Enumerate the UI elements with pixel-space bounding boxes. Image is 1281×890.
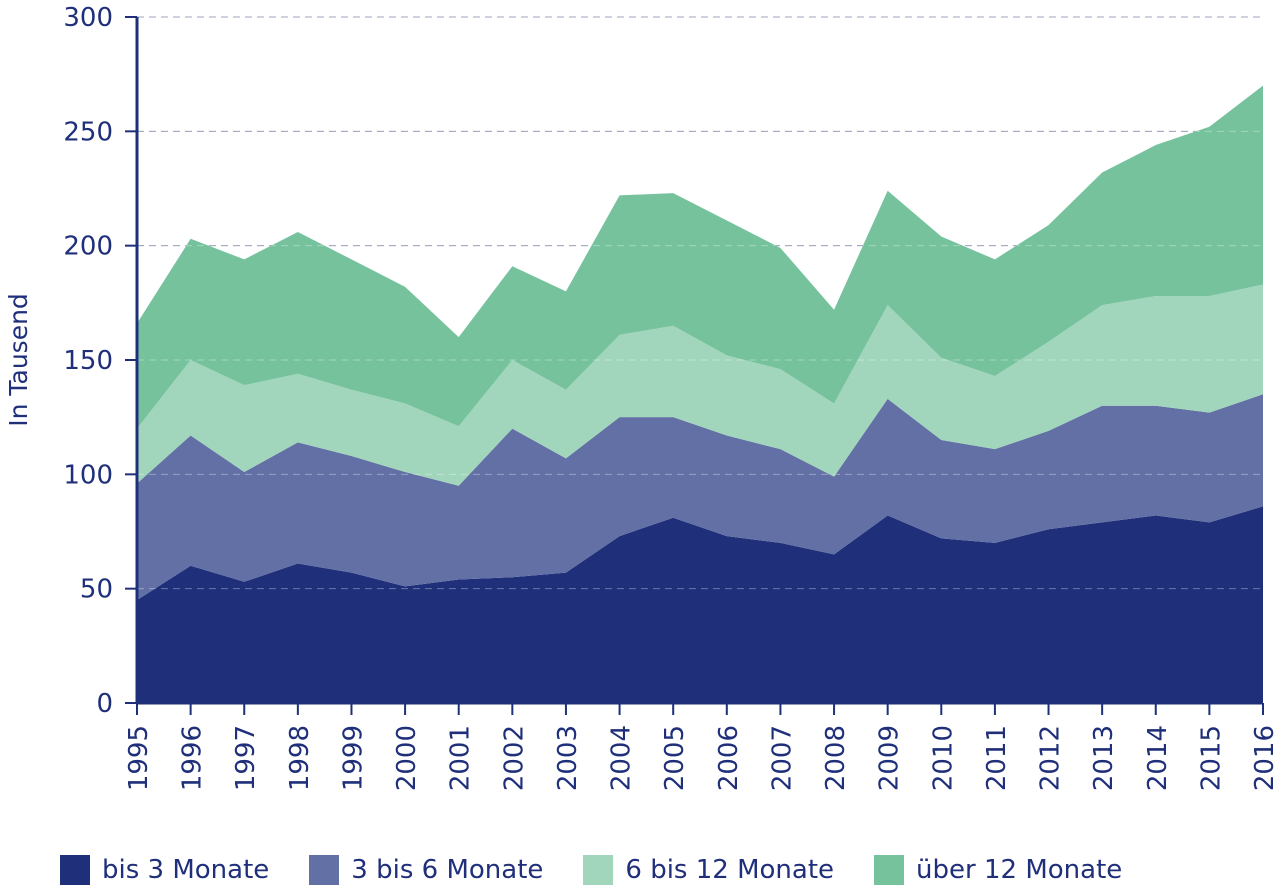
area-series-2 xyxy=(137,394,1263,601)
x-tick-label-1998: 1998 xyxy=(285,725,315,791)
legend-label: 6 bis 12 Monate xyxy=(625,855,835,885)
legend-swatch xyxy=(60,855,90,885)
x-tick-label-2009: 2009 xyxy=(875,725,905,791)
y-tick-label-100: 100 xyxy=(63,460,113,490)
x-tick-label-1996: 1996 xyxy=(178,725,208,791)
x-tick-label-1995: 1995 xyxy=(124,725,154,791)
legend-item-4: über 12 Monate xyxy=(874,855,1122,885)
legend-item-3: 6 bis 12 Monate xyxy=(583,855,834,885)
y-tick-label-50: 50 xyxy=(80,575,113,605)
legend-label: 3 bis 6 Monate xyxy=(351,855,544,885)
x-tick-label-2016: 2016 xyxy=(1250,725,1280,791)
legend-swatch xyxy=(583,855,614,885)
y-axis-title: In Tausend xyxy=(4,293,33,427)
x-tick-labels: 1995 1996 1997 1998 1999 2000 2001 2002 2003 2004… xyxy=(124,703,1280,791)
legend-label: bis 3 Monate xyxy=(102,855,270,885)
y-tick-label-250: 250 xyxy=(63,117,113,147)
legend-swatch xyxy=(874,855,905,885)
area-series-1 xyxy=(137,506,1263,703)
x-tick-label-2002: 2002 xyxy=(499,725,529,791)
y-tick-label-150: 150 xyxy=(63,346,113,376)
x-tick-label-2011: 2011 xyxy=(982,725,1012,791)
x-tick-label-2013: 2013 xyxy=(1089,725,1119,791)
x-tick-label-2000: 2000 xyxy=(392,725,422,791)
y-tick-label-200: 200 xyxy=(63,232,113,262)
area-series xyxy=(137,16,1263,703)
y-tick-label-300: 300 xyxy=(63,3,113,33)
x-tick-label-2008: 2008 xyxy=(821,725,851,791)
legend-label: über 12 Monate xyxy=(916,855,1123,885)
legend-item-1: bis 3 Monate xyxy=(60,855,269,885)
x-tick-label-2012: 2012 xyxy=(1036,725,1066,791)
x-tick-label-2014: 2014 xyxy=(1143,725,1173,791)
legend-item-2: 3 bis 6 Monate xyxy=(309,855,543,885)
y-tick-labels: 0 50 100 150 200 250 300 xyxy=(63,3,137,719)
area-series-3 xyxy=(137,284,1263,486)
x-tick-label-2004: 2004 xyxy=(607,725,637,791)
y-tick-label-0: 0 xyxy=(96,689,113,719)
x-tick-label-2015: 2015 xyxy=(1196,725,1226,791)
legend-swatch xyxy=(309,855,340,885)
x-tick-label-2003: 2003 xyxy=(553,725,583,791)
x-tick-label-2001: 2001 xyxy=(446,725,476,791)
x-tick-label-2005: 2005 xyxy=(660,725,690,791)
x-tick-label-2006: 2006 xyxy=(714,725,744,791)
x-tick-label-1997: 1997 xyxy=(231,725,261,791)
x-tick-label-1999: 1999 xyxy=(338,725,368,791)
x-tick-label-2007: 2007 xyxy=(767,725,797,791)
legend: bis 3 Monate 3 bis 6 Monate 6 bis 12 Monat… xyxy=(60,850,1162,890)
x-tick-label-2010: 2010 xyxy=(928,725,958,791)
area-series-4 xyxy=(137,85,1263,429)
